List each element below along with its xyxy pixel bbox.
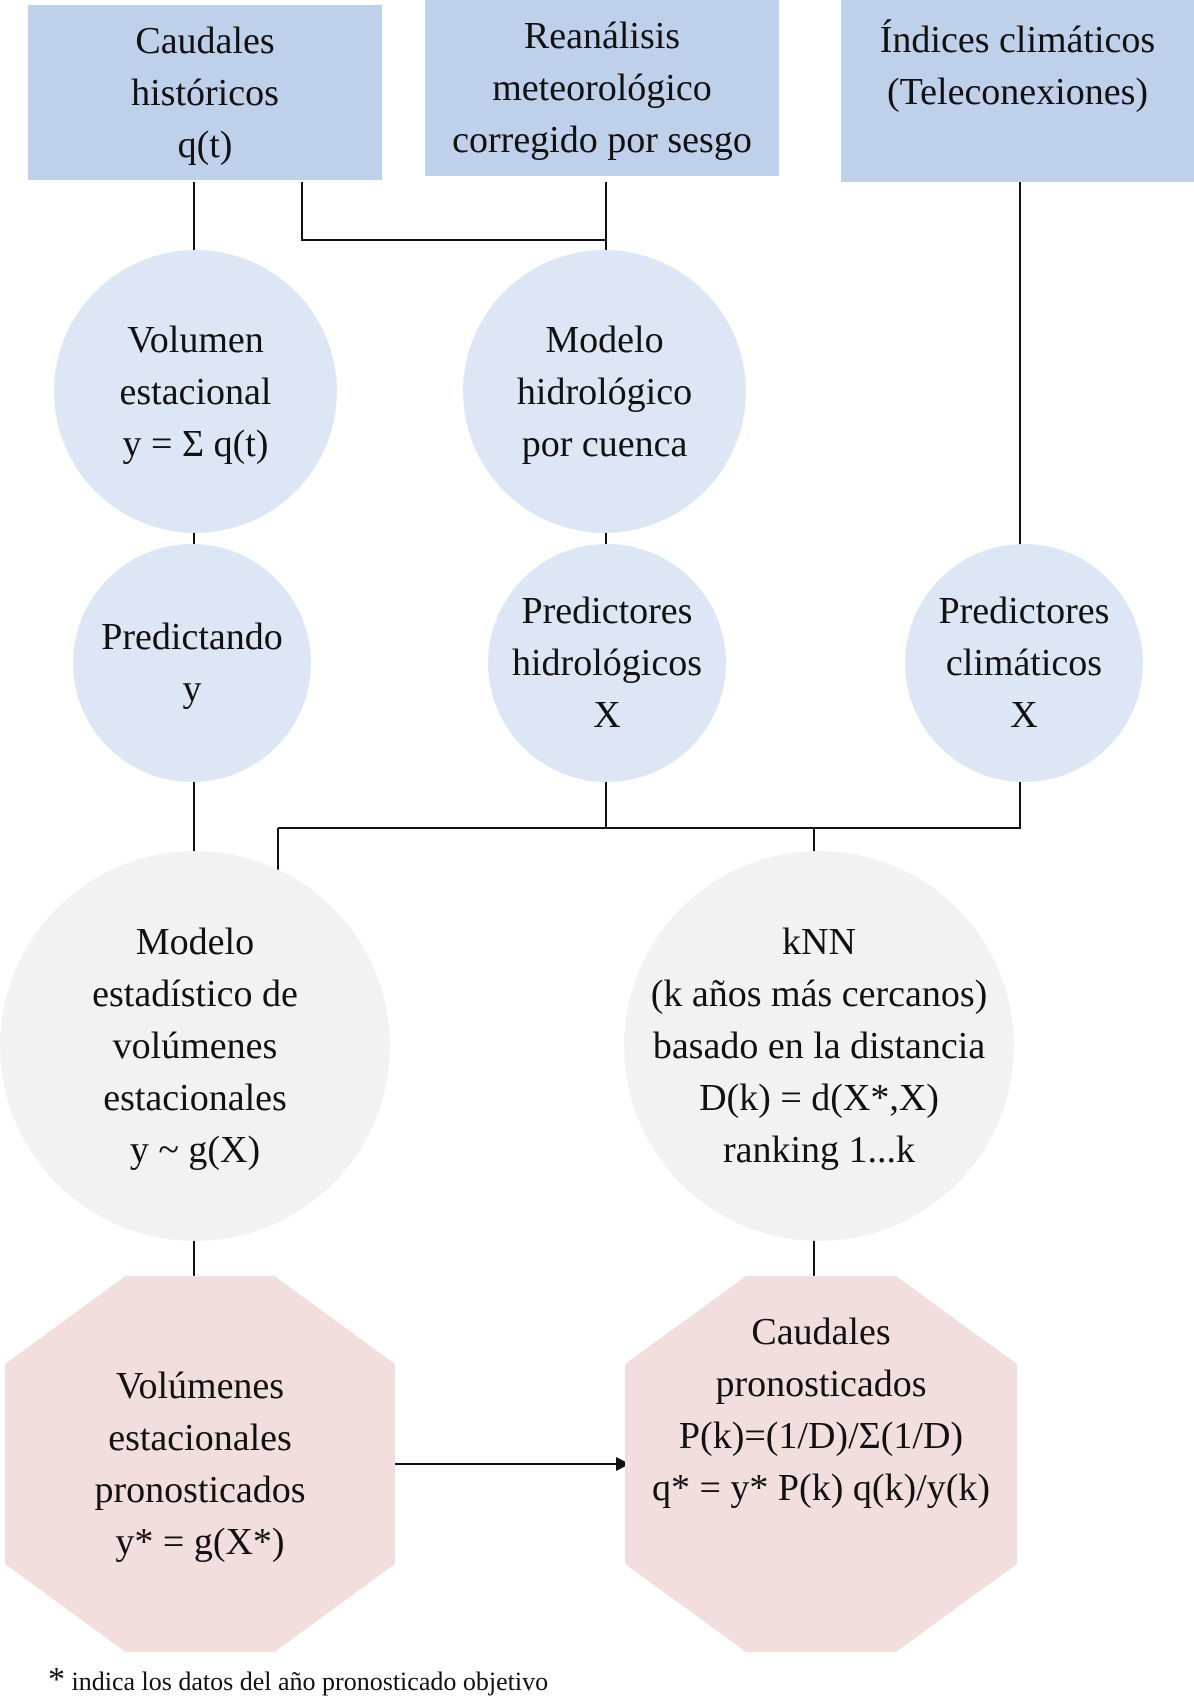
node-label-line: históricos [131, 71, 279, 114]
node-label-line: y ~ g(X) [129, 1129, 261, 1171]
node-label-line: Reanálisis [523, 15, 681, 57]
node-indices-climaticos: Índices climáticos (Teleconexiones) [841, 0, 1194, 182]
node-predictando: Predictando y [73, 544, 311, 782]
node-volumen-estacional: Volumen estacional y = Σ q(t) [54, 250, 337, 533]
connector-predictores-merge [605, 770, 1021, 829]
node-label-line: estacional [119, 370, 272, 413]
node-label-line: q* = y* P(k) q(k)/y(k) [651, 1467, 991, 1509]
node-knn: kNN (k años más cercanos) basado en la d… [624, 851, 1014, 1241]
node-label-line: Predictores [521, 590, 693, 632]
node-caudales-historicos: Caudales históricos q(t) [28, 5, 382, 180]
node-volumenes-pronosticados: Volúmenes estacionales pronosticados y* … [5, 1275, 395, 1653]
node-label-line: hidrológico [516, 370, 693, 413]
node-label-line: ranking 1...k [722, 1129, 916, 1171]
node-label-line: volúmenes [112, 1025, 278, 1067]
node-caudales-pronosticados: Caudales pronosticados P(k)=(1/D)/Σ(1/D)… [625, 1275, 1017, 1653]
node-label-line: Predictores [938, 590, 1110, 632]
node-label-line: (Teleconexiones) [886, 71, 1149, 113]
node-reanalisis: Reanálisis meteorológico corregido por s… [425, 0, 779, 176]
node-modelo-estadistico: Modelo estadístico de volúmenes estacion… [0, 851, 390, 1241]
node-label-line: Modelo [135, 921, 255, 963]
node-label-line: corregido por sesgo [452, 119, 752, 161]
node-modelo-hidrologico: Modelo hidrológico por cuenca [463, 250, 746, 533]
node-label-line: Predictando [101, 616, 283, 658]
node-label-line: Volumen [127, 318, 264, 361]
node-label-line: (k años más cercanos) [650, 973, 988, 1015]
node-label-line: y [182, 668, 202, 710]
node-label-line: meteorológico [492, 67, 712, 109]
node-label-line: Caudales [751, 1311, 891, 1353]
connector-caudales-to-modelo [301, 182, 606, 241]
node-label-line: y = Σ q(t) [122, 422, 269, 465]
node-label-line: por cuenca [521, 422, 688, 465]
node-label-line: basado en la distancia [652, 1025, 986, 1067]
node-label-line: kNN [782, 921, 856, 963]
node-label-line: climáticos [945, 642, 1103, 684]
node-label-line: Índices climáticos [879, 19, 1156, 61]
node-label-line: P(k)=(1/D)/Σ(1/D) [678, 1415, 964, 1457]
node-label-line: X [1010, 694, 1038, 736]
node-label-line: estacionales [108, 1417, 292, 1459]
node-label-line: D(k) = d(X*,X) [699, 1077, 939, 1119]
node-predictores-climaticos: Predictores climáticos X [905, 544, 1143, 782]
node-label-line: y* = g(X*) [115, 1521, 285, 1563]
footnote-text: indica los datos del año pronosticado ob… [71, 1667, 549, 1696]
node-label-line: estadístico de [92, 973, 298, 1015]
node-label-line: X [593, 694, 621, 736]
node-predictores-hidrologicos: Predictores hidrológicos X [488, 544, 726, 782]
node-label-line: hidrológicos [512, 642, 702, 684]
footnote-asterisk: * [48, 1661, 65, 1698]
node-label-line: Volúmenes [115, 1365, 285, 1407]
node-label-line: q(t) [177, 123, 233, 166]
footnote: * indica los datos del año pronosticado … [48, 1663, 549, 1697]
node-label-line: Modelo [545, 318, 664, 361]
node-label-line: estacionales [103, 1077, 287, 1119]
node-label-line: Caudales [135, 19, 275, 62]
node-label-line: pronosticados [94, 1469, 306, 1511]
node-label-line: pronosticados [715, 1363, 927, 1405]
